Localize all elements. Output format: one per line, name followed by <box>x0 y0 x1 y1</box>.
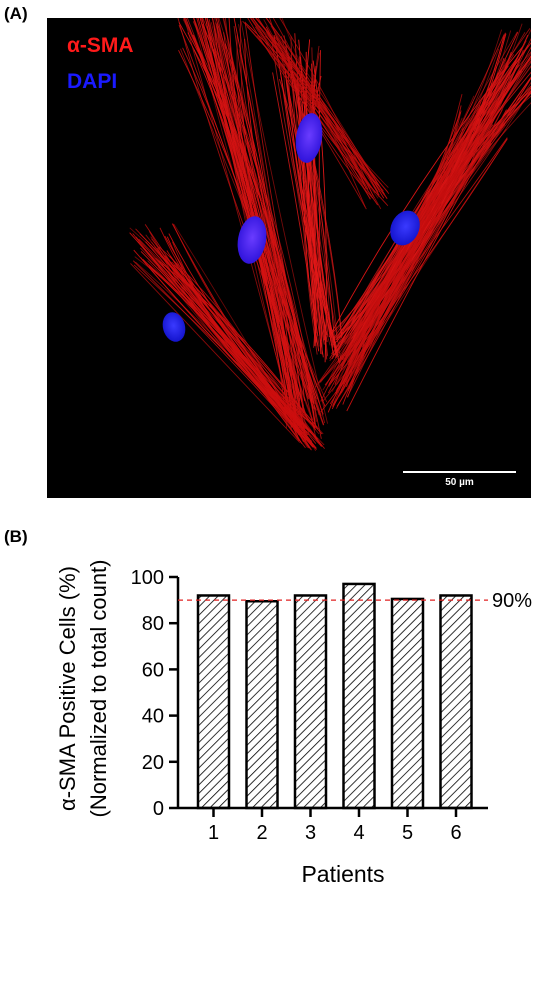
bar <box>245 600 279 810</box>
actin-fiber <box>320 128 507 383</box>
plot-area: 0 20 40 60 80 100 1 2 3 4 5 6 90% Patients α-SMA Posit… <box>55 560 532 888</box>
actin-fiber <box>309 45 340 358</box>
actin-fiber <box>342 105 482 405</box>
actin-fiber <box>161 264 314 448</box>
actin-fiber <box>336 100 498 390</box>
actin-fiber <box>322 117 471 391</box>
actin-fiber <box>252 18 382 210</box>
y-tick-label: 60 <box>142 659 164 681</box>
nucleus <box>237 216 267 264</box>
actin-fiber <box>148 266 315 448</box>
actin-fiber <box>247 18 389 207</box>
y-tick-label: 40 <box>142 706 164 728</box>
actin-fiber <box>144 224 306 449</box>
bar <box>293 594 328 810</box>
actin-fiber <box>332 110 462 406</box>
y-axis-title: (Normalized to total count) <box>86 560 111 818</box>
bar <box>439 594 473 810</box>
actin-fiber <box>332 118 491 407</box>
y-tick-label: 100 <box>131 567 164 589</box>
bar <box>342 582 376 810</box>
actin-fiber <box>272 72 319 337</box>
actin-fiber <box>334 51 531 359</box>
actin-fiber <box>132 233 303 439</box>
fluorescence-micrograph: α-SMA DAPI 50 µm <box>47 18 531 498</box>
actin-fiber <box>266 26 372 189</box>
actin-fiber <box>244 21 314 414</box>
scale-bar <box>403 471 516 473</box>
actin-fiber <box>279 18 374 197</box>
actin-fiber <box>320 133 484 413</box>
actin-fiber <box>293 74 342 335</box>
micrograph-image <box>129 18 531 452</box>
actin-fiber <box>182 19 297 398</box>
actin-fiber <box>275 35 369 190</box>
actin-fiber <box>338 54 520 348</box>
bar <box>196 594 231 810</box>
actin-fiber <box>288 73 342 360</box>
actin-fiber <box>342 124 496 385</box>
x-tick-label: 2 <box>256 822 267 844</box>
actin-fiber <box>318 50 323 355</box>
x-tick-label: 3 <box>305 822 316 844</box>
actin-fiber <box>178 22 317 427</box>
actin-fiber <box>216 25 292 408</box>
actin-fiber <box>177 18 317 411</box>
actin-fiber <box>335 93 511 392</box>
actin-fiber <box>140 257 302 426</box>
actin-fiber <box>335 133 477 409</box>
actin-fiber <box>202 18 317 422</box>
actin-fiber <box>240 21 329 424</box>
panel-a-label: (A) <box>4 4 28 23</box>
y-tick-label: 80 <box>142 613 164 635</box>
actin-fiber <box>252 18 384 192</box>
y-axis-title: α-SMA Positive Cells (%) <box>55 566 80 811</box>
actin-fiber <box>173 223 312 450</box>
reference-line-label: 90% <box>492 590 532 612</box>
actin-fiber <box>346 109 507 412</box>
actin-fiber <box>263 19 389 188</box>
actin-fiber <box>224 43 304 414</box>
actin-fiber <box>325 103 492 386</box>
actin-fiber <box>155 257 317 430</box>
actin-fiber <box>340 112 496 391</box>
bar-chart: 0 20 40 60 80 100 1 2 3 4 5 6 90% Patients α-SMA Posit… <box>55 560 532 888</box>
legend-dapi: DAPI <box>67 70 118 93</box>
actin-fiber <box>335 33 507 341</box>
nucleus <box>295 113 323 163</box>
actin-fiber <box>334 109 503 394</box>
scale-bar-label: 50 µm <box>445 477 474 488</box>
panel-b-label: (B) <box>4 527 28 546</box>
y-tick-label: 20 <box>142 752 164 774</box>
actin-fiber <box>171 261 323 447</box>
actin-fiber <box>197 18 290 398</box>
x-tick-label: 5 <box>402 822 413 844</box>
nucleus <box>162 312 186 342</box>
actin-fiber <box>254 26 367 210</box>
actin-fiber <box>250 18 389 193</box>
actin-fiber <box>332 32 506 346</box>
actin-fibers <box>129 18 531 452</box>
actin-fiber <box>329 51 512 337</box>
legend-alpha-sma: α-SMA <box>67 34 134 57</box>
actin-fiber <box>330 101 499 384</box>
x-tick-label: 6 <box>450 822 461 844</box>
nucleus <box>390 210 420 246</box>
actin-fiber <box>280 73 328 336</box>
bar <box>390 597 425 810</box>
x-axis-title: Patients <box>301 861 384 887</box>
actin-fiber <box>172 223 311 440</box>
actin-fiber <box>201 18 309 422</box>
actin-fiber <box>222 18 320 416</box>
actin-fiber <box>132 260 301 437</box>
y-tick-label: 0 <box>153 798 164 820</box>
x-tick-label: 4 <box>353 822 364 844</box>
actin-fiber <box>130 263 301 443</box>
x-tick-label: 1 <box>208 822 219 844</box>
actin-fiber <box>240 18 300 423</box>
